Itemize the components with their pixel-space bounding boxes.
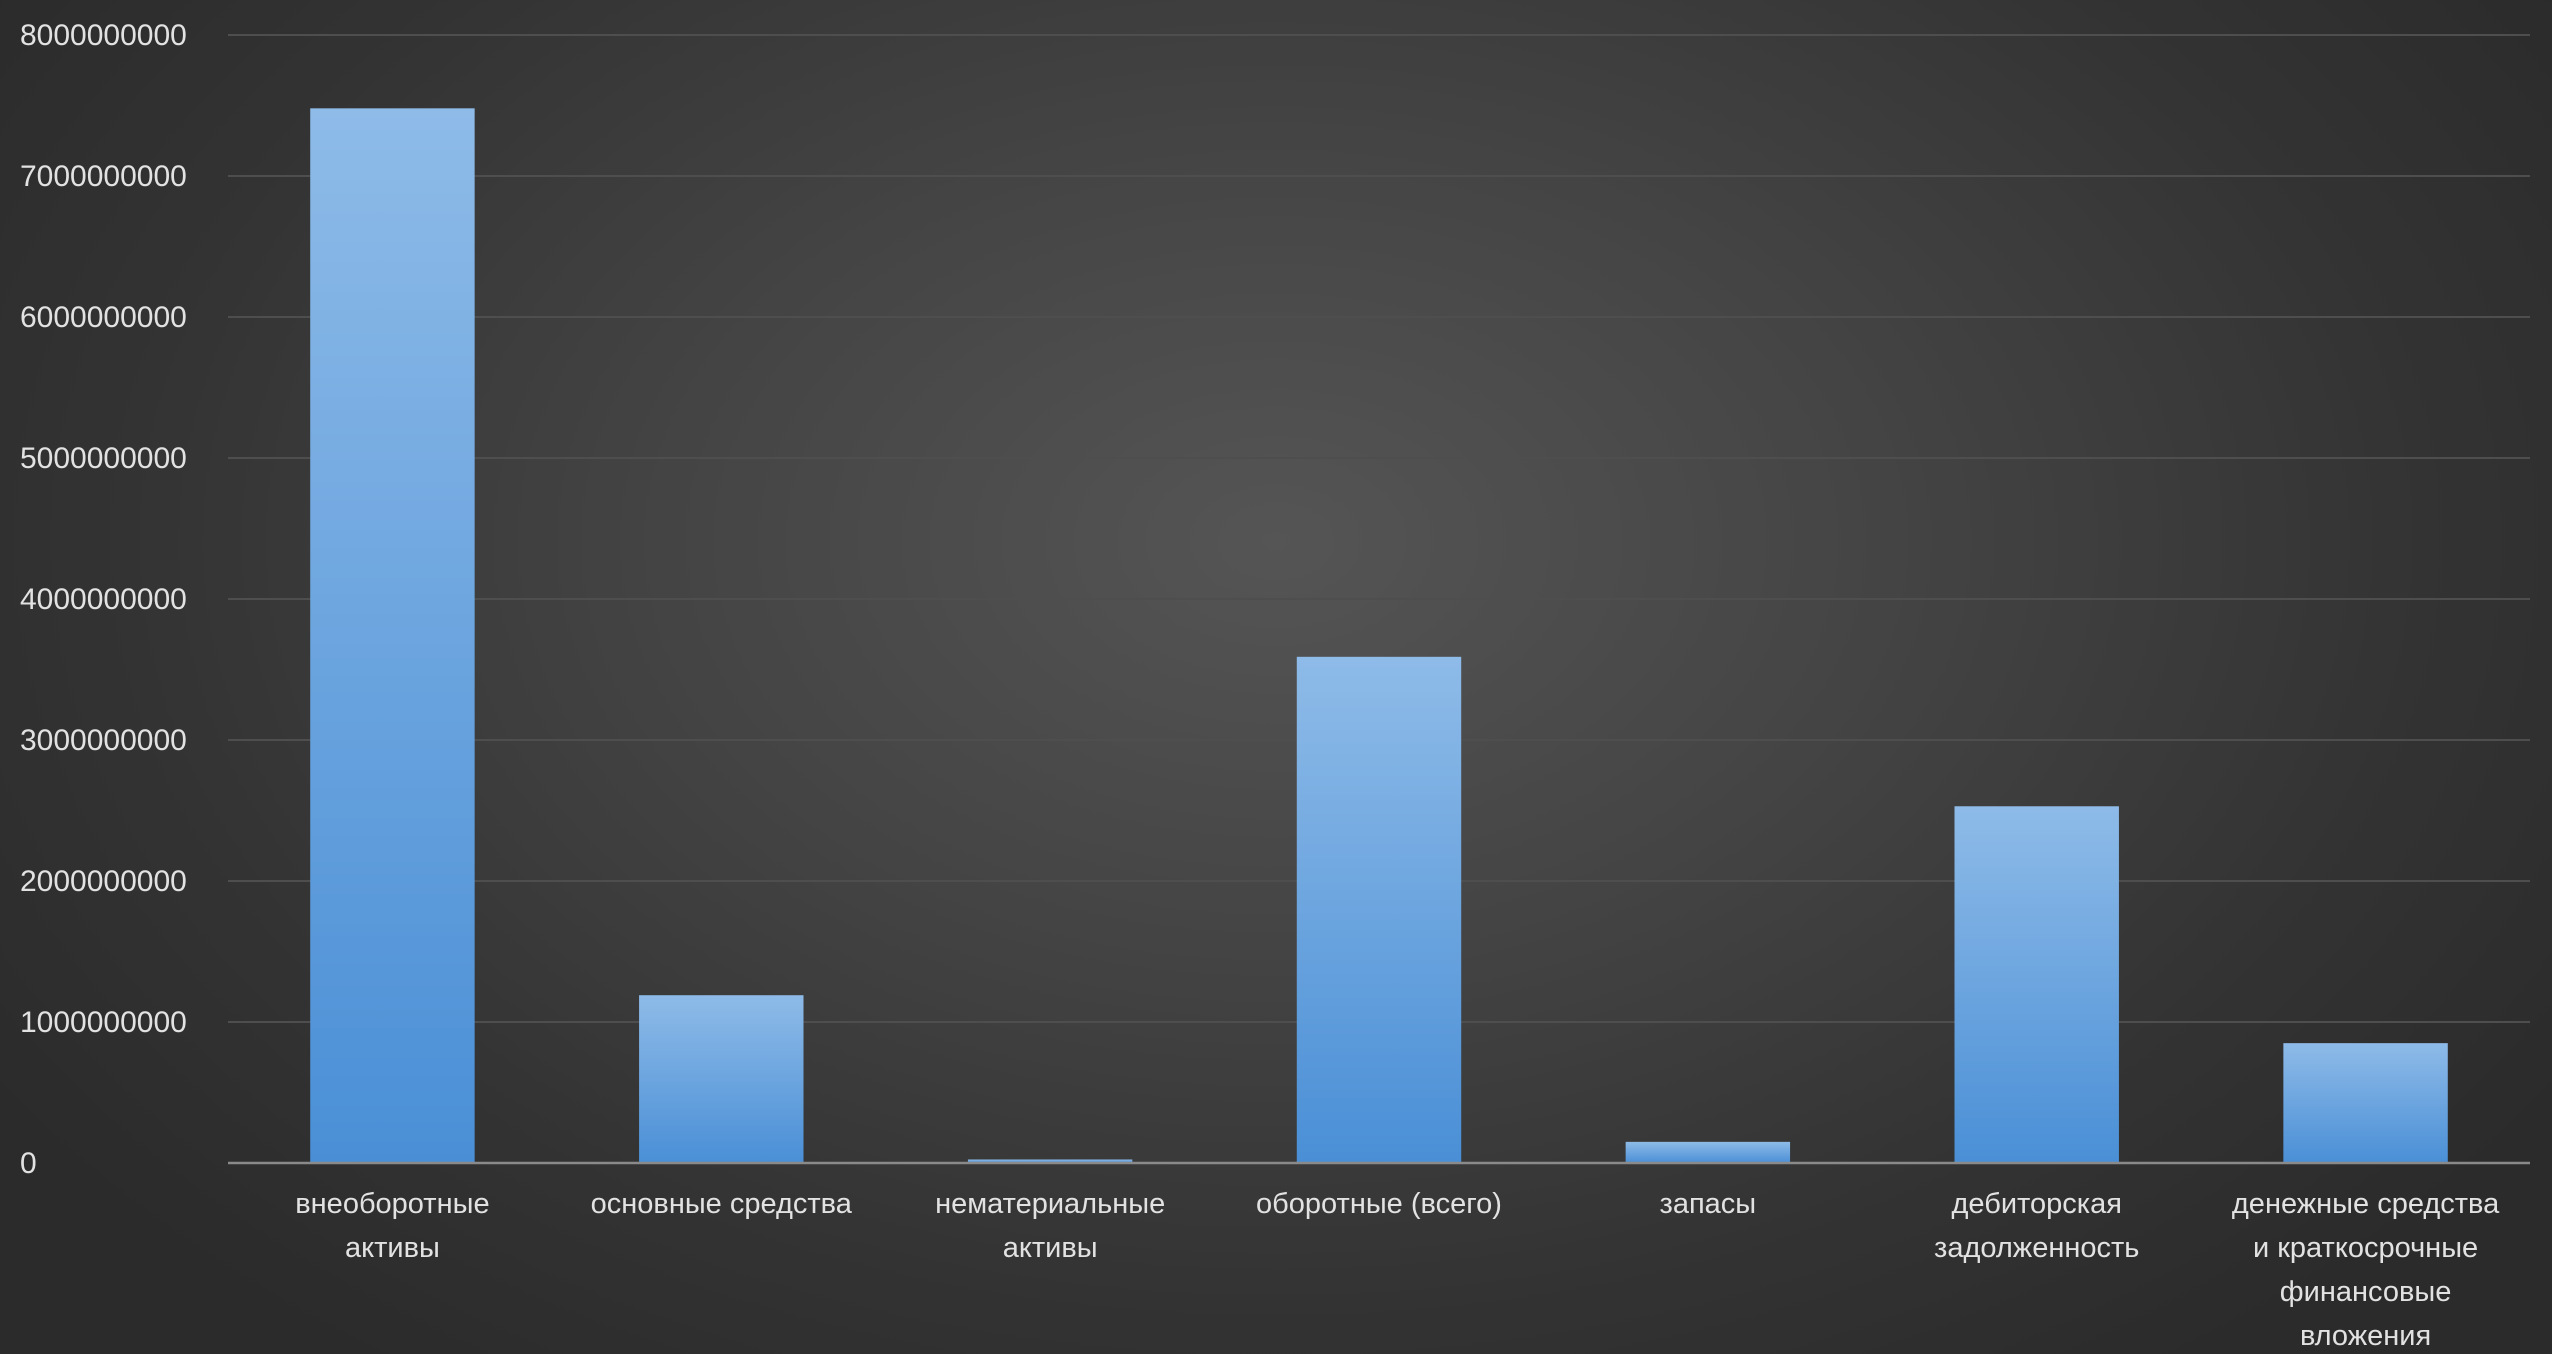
bar (967, 1159, 1133, 1163)
bar (639, 995, 804, 1163)
x-category-label: нематериальные активы (935, 1188, 1165, 1264)
bar (2283, 1043, 2448, 1163)
x-category-label: внеоборотные активы (295, 1188, 489, 1264)
x-category-label: дебиторская задолженность (1934, 1188, 2139, 1264)
bars (310, 108, 2448, 1164)
y-tick-label: 3000000000 (20, 724, 187, 757)
bar (310, 108, 475, 1164)
bar (1625, 1141, 1791, 1163)
y-tick-label: 8000000000 (20, 19, 187, 52)
bar (1954, 806, 2119, 1163)
x-category-label: запасы (1660, 1188, 1757, 1220)
y-tick-label: 4000000000 (20, 583, 187, 616)
y-tick-label: 7000000000 (20, 160, 187, 193)
x-category-label: оборотные (всего) (1256, 1188, 1502, 1220)
y-tick-label: 1000000000 (20, 1006, 187, 1039)
x-category-label: основные средства (591, 1188, 853, 1220)
x-category-label: денежные средства и краткосрочные финансов… (2232, 1188, 2500, 1352)
y-tick-label: 5000000000 (20, 442, 187, 475)
bar (1296, 656, 1462, 1163)
y-tick-label: 0 (20, 1147, 37, 1180)
y-tick-label: 2000000000 (20, 865, 187, 898)
x-axis-category-labels: внеоборотные активы основные средства немат… (295, 1188, 2500, 1352)
y-tick-label: 6000000000 (20, 301, 187, 334)
y-axis-tick-labels: 0 1000000000 2000000000 3000000000 400000000… (20, 19, 187, 1180)
